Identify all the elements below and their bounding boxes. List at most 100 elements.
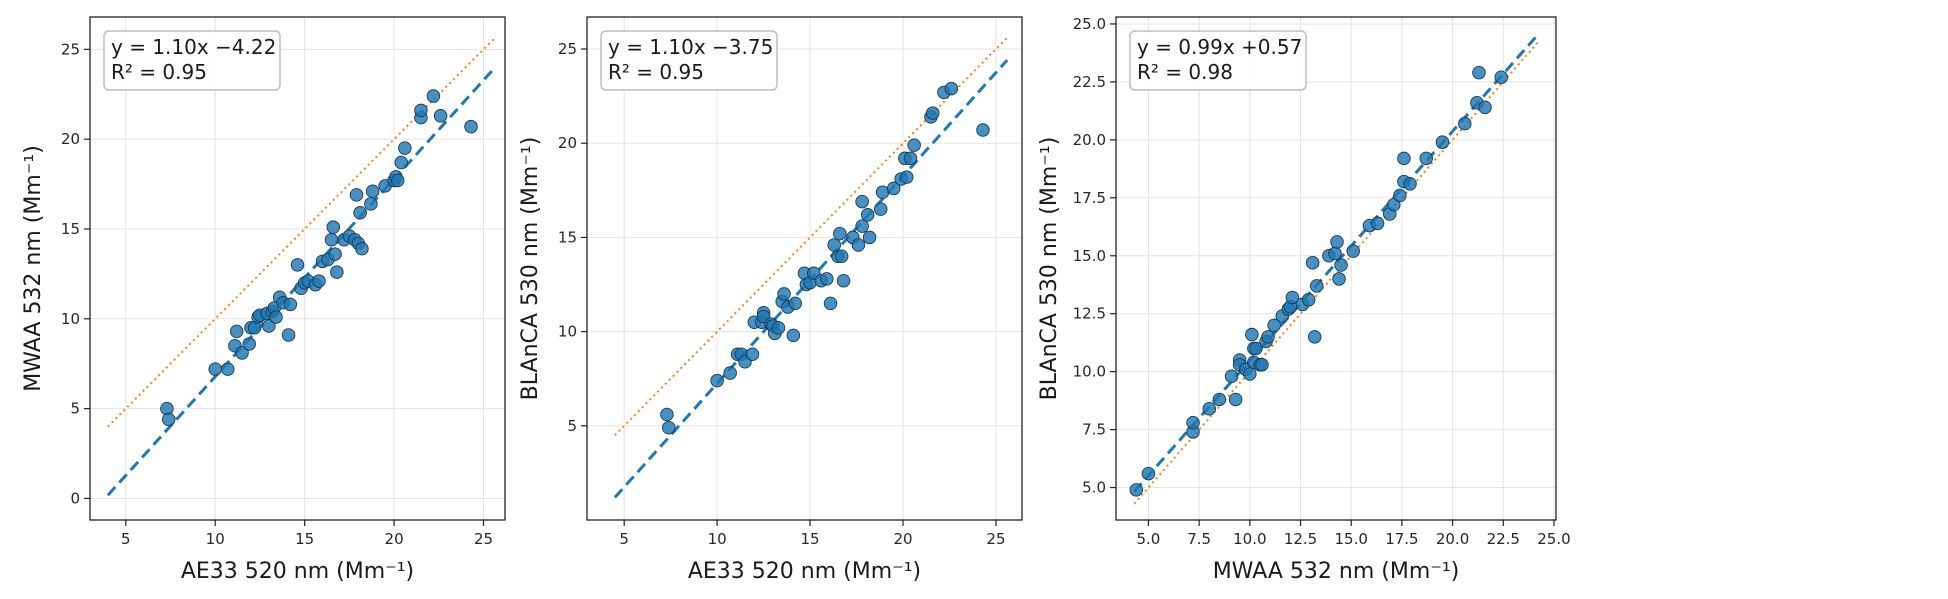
scatter-panel-ae33-vs-mwaa: 5 10 15 20 25 0 5 10 15 20 25 AE33 520 nm (Mm⁻¹) MWA… bbox=[21, 16, 506, 584]
x-tick-label: 15 bbox=[801, 530, 820, 548]
data-point bbox=[1346, 244, 1360, 258]
data-point bbox=[777, 287, 791, 301]
x-tick-label: 25 bbox=[986, 530, 1005, 548]
equation-box bbox=[600, 30, 778, 91]
data-point bbox=[823, 296, 838, 311]
data-point bbox=[851, 238, 866, 252]
data-point bbox=[1435, 135, 1450, 149]
data-point bbox=[262, 319, 276, 333]
data-point bbox=[875, 185, 890, 199]
data-point bbox=[1403, 177, 1417, 191]
x-axis-label: AE33 520 nm (Mm⁻¹) bbox=[688, 559, 921, 584]
x-tick-label: 5 bbox=[619, 530, 629, 548]
data-point bbox=[464, 119, 478, 134]
data-point bbox=[710, 373, 724, 388]
x-tick-label: 10 bbox=[708, 530, 727, 548]
data-point bbox=[312, 274, 326, 288]
x-tick-label: 22.5 bbox=[1487, 530, 1520, 548]
data-point bbox=[1243, 367, 1257, 381]
data-point bbox=[873, 202, 888, 216]
data-point bbox=[281, 328, 296, 342]
x-tick-label: 15 bbox=[295, 530, 314, 548]
data-point bbox=[1307, 330, 1322, 344]
y-tick-label: 15.0 bbox=[1073, 247, 1106, 265]
data-point bbox=[886, 181, 901, 196]
y-tick-label: 10 bbox=[558, 323, 577, 341]
data-point bbox=[161, 412, 176, 427]
data-point bbox=[862, 230, 877, 245]
data-point bbox=[1328, 246, 1342, 261]
data-point bbox=[398, 141, 412, 155]
x-tick-label: 20 bbox=[385, 530, 404, 548]
data-point bbox=[235, 346, 249, 360]
x-tick-label: 20 bbox=[893, 530, 912, 548]
data-point bbox=[1387, 198, 1401, 212]
data-point bbox=[662, 420, 676, 435]
y-tick-label: 5 bbox=[567, 417, 577, 435]
r-squared: R² = 0.98 bbox=[1137, 60, 1233, 84]
plot-content bbox=[106, 37, 496, 497]
data-point bbox=[1249, 341, 1263, 356]
axes-frame bbox=[1115, 16, 1557, 521]
data-point bbox=[855, 219, 869, 233]
y-tick-label: 17.5 bbox=[1073, 189, 1106, 207]
r-squared: R² = 0.95 bbox=[608, 60, 704, 84]
data-point bbox=[1419, 151, 1433, 166]
x-tick-label: 20.0 bbox=[1436, 530, 1469, 548]
data-point bbox=[390, 173, 405, 188]
data-point bbox=[907, 138, 921, 152]
plot-content bbox=[1129, 33, 1539, 505]
data-point bbox=[208, 362, 222, 376]
y-tick-label: 12.5 bbox=[1073, 305, 1106, 323]
data-point bbox=[860, 208, 875, 222]
y-tick-label: 15 bbox=[61, 220, 80, 238]
equation-box bbox=[1129, 30, 1307, 91]
data-point bbox=[786, 328, 801, 343]
data-point bbox=[1245, 327, 1259, 342]
y-tick-label: 15 bbox=[558, 228, 577, 246]
data-point bbox=[426, 89, 441, 103]
regression-equation: y = 1.10x −4.22 bbox=[111, 35, 276, 59]
data-point bbox=[1494, 70, 1509, 85]
data-point bbox=[1332, 272, 1346, 286]
data-point bbox=[1228, 392, 1243, 407]
r-squared: R² = 0.95 bbox=[111, 60, 207, 84]
y-tick-label: 5.0 bbox=[1082, 479, 1106, 497]
data-point bbox=[1212, 392, 1227, 407]
data-point bbox=[1330, 235, 1344, 249]
y-tick-label: 20.0 bbox=[1073, 131, 1106, 149]
data-point bbox=[1224, 369, 1239, 384]
data-point bbox=[1393, 188, 1407, 203]
x-axis-label: AE33 520 nm (Mm⁻¹) bbox=[181, 559, 414, 584]
x-tick-label: 5 bbox=[121, 530, 131, 548]
data-point bbox=[745, 347, 760, 361]
data-point bbox=[1186, 415, 1200, 430]
data-point bbox=[899, 170, 914, 184]
equation-box bbox=[103, 30, 281, 91]
y-tick-label: 20 bbox=[61, 130, 80, 148]
y-axis-label: BLAnCA 530 nm (Mm⁻¹) bbox=[1037, 137, 1062, 401]
x-tick-label: 15.0 bbox=[1335, 530, 1368, 548]
data-point bbox=[723, 366, 737, 380]
axes-frame bbox=[89, 16, 506, 521]
data-point bbox=[1255, 357, 1269, 372]
data-point bbox=[353, 206, 367, 220]
data-point bbox=[269, 310, 283, 324]
y-tick-label: 25.0 bbox=[1073, 15, 1106, 33]
data-point bbox=[242, 337, 256, 351]
data-point bbox=[820, 272, 834, 286]
x-tick-label: 17.5 bbox=[1385, 530, 1418, 548]
regression-equation: y = 1.10x −3.75 bbox=[608, 35, 773, 59]
y-axis-label: MWAA 532 nm (Mm⁻¹) bbox=[21, 145, 46, 392]
data-point bbox=[283, 297, 298, 312]
y-tick-label: 5 bbox=[70, 400, 80, 418]
axes-frame bbox=[586, 16, 1023, 521]
data-point bbox=[330, 265, 344, 279]
regression-equation: y = 0.99x +0.57 bbox=[1137, 35, 1302, 59]
data-point bbox=[1129, 483, 1144, 497]
y-tick-label: 22.5 bbox=[1073, 73, 1106, 91]
data-point bbox=[328, 247, 342, 261]
data-point bbox=[355, 241, 369, 256]
data-point bbox=[660, 407, 674, 422]
data-point bbox=[1301, 293, 1316, 307]
